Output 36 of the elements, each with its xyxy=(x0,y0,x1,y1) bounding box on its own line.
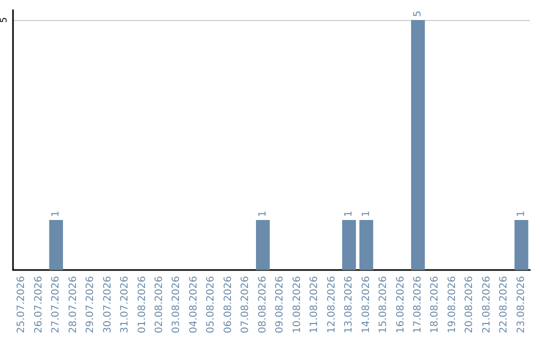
x-tick-label: 12.08.2026 xyxy=(326,276,338,334)
x-tick-label: 21.08.2026 xyxy=(481,276,492,334)
x-tick-label: 17.08.2026 xyxy=(412,276,424,334)
x-tick-label: 18.08.2026 xyxy=(430,276,441,334)
x-tick-label: 27.07.2026 xyxy=(50,276,62,334)
data-label: 1 xyxy=(257,210,268,217)
x-tick-label: 14.08.2026 xyxy=(360,276,372,334)
x-tick-label: 16.08.2026 xyxy=(395,276,406,334)
x-tick-label: 07.08.2026 xyxy=(240,276,252,334)
x-tick-label: 30.07.2026 xyxy=(102,276,114,334)
x-tick-label: 13.08.2026 xyxy=(344,276,355,334)
x-tick-label: 29.07.2026 xyxy=(85,276,96,334)
data-label: 1 xyxy=(50,210,62,217)
data-label: 1 xyxy=(344,210,355,217)
x-tick-label: 20.08.2026 xyxy=(464,276,476,334)
data-label: 5 xyxy=(412,10,424,17)
x-tick-label: 23.08.2026 xyxy=(516,276,527,334)
x-tick-label: 05.08.2026 xyxy=(206,276,217,334)
x-tick-label: 28.07.2026 xyxy=(68,276,79,334)
x-tick-label: 22.08.2026 xyxy=(498,276,510,334)
data-label: 1 xyxy=(360,210,372,217)
data-label: 1 xyxy=(516,210,527,217)
x-tick-label: 02.08.2026 xyxy=(154,276,165,334)
x-tick-label: 19.08.2026 xyxy=(446,276,458,334)
x-tick-label: 26.07.2026 xyxy=(33,276,44,334)
x-tick-label: 31.07.2026 xyxy=(120,276,131,334)
x-tick-label: 10.08.2026 xyxy=(292,276,303,334)
x-tick-label: 06.08.2026 xyxy=(222,276,234,334)
x-tick-label: 25.07.2026 xyxy=(16,276,28,334)
x-tick-label: 11.08.2026 xyxy=(309,276,320,334)
x-tick-label: 03.08.2026 xyxy=(171,276,182,334)
x-tick-label: 08.08.2026 xyxy=(257,276,268,334)
x-tick-label: 09.08.2026 xyxy=(274,276,286,334)
x-tick-label: 04.08.2026 xyxy=(188,276,200,334)
x-tick-label: 01.08.2026 xyxy=(136,276,148,334)
x-tick-label: 15.08.2026 xyxy=(378,276,390,334)
